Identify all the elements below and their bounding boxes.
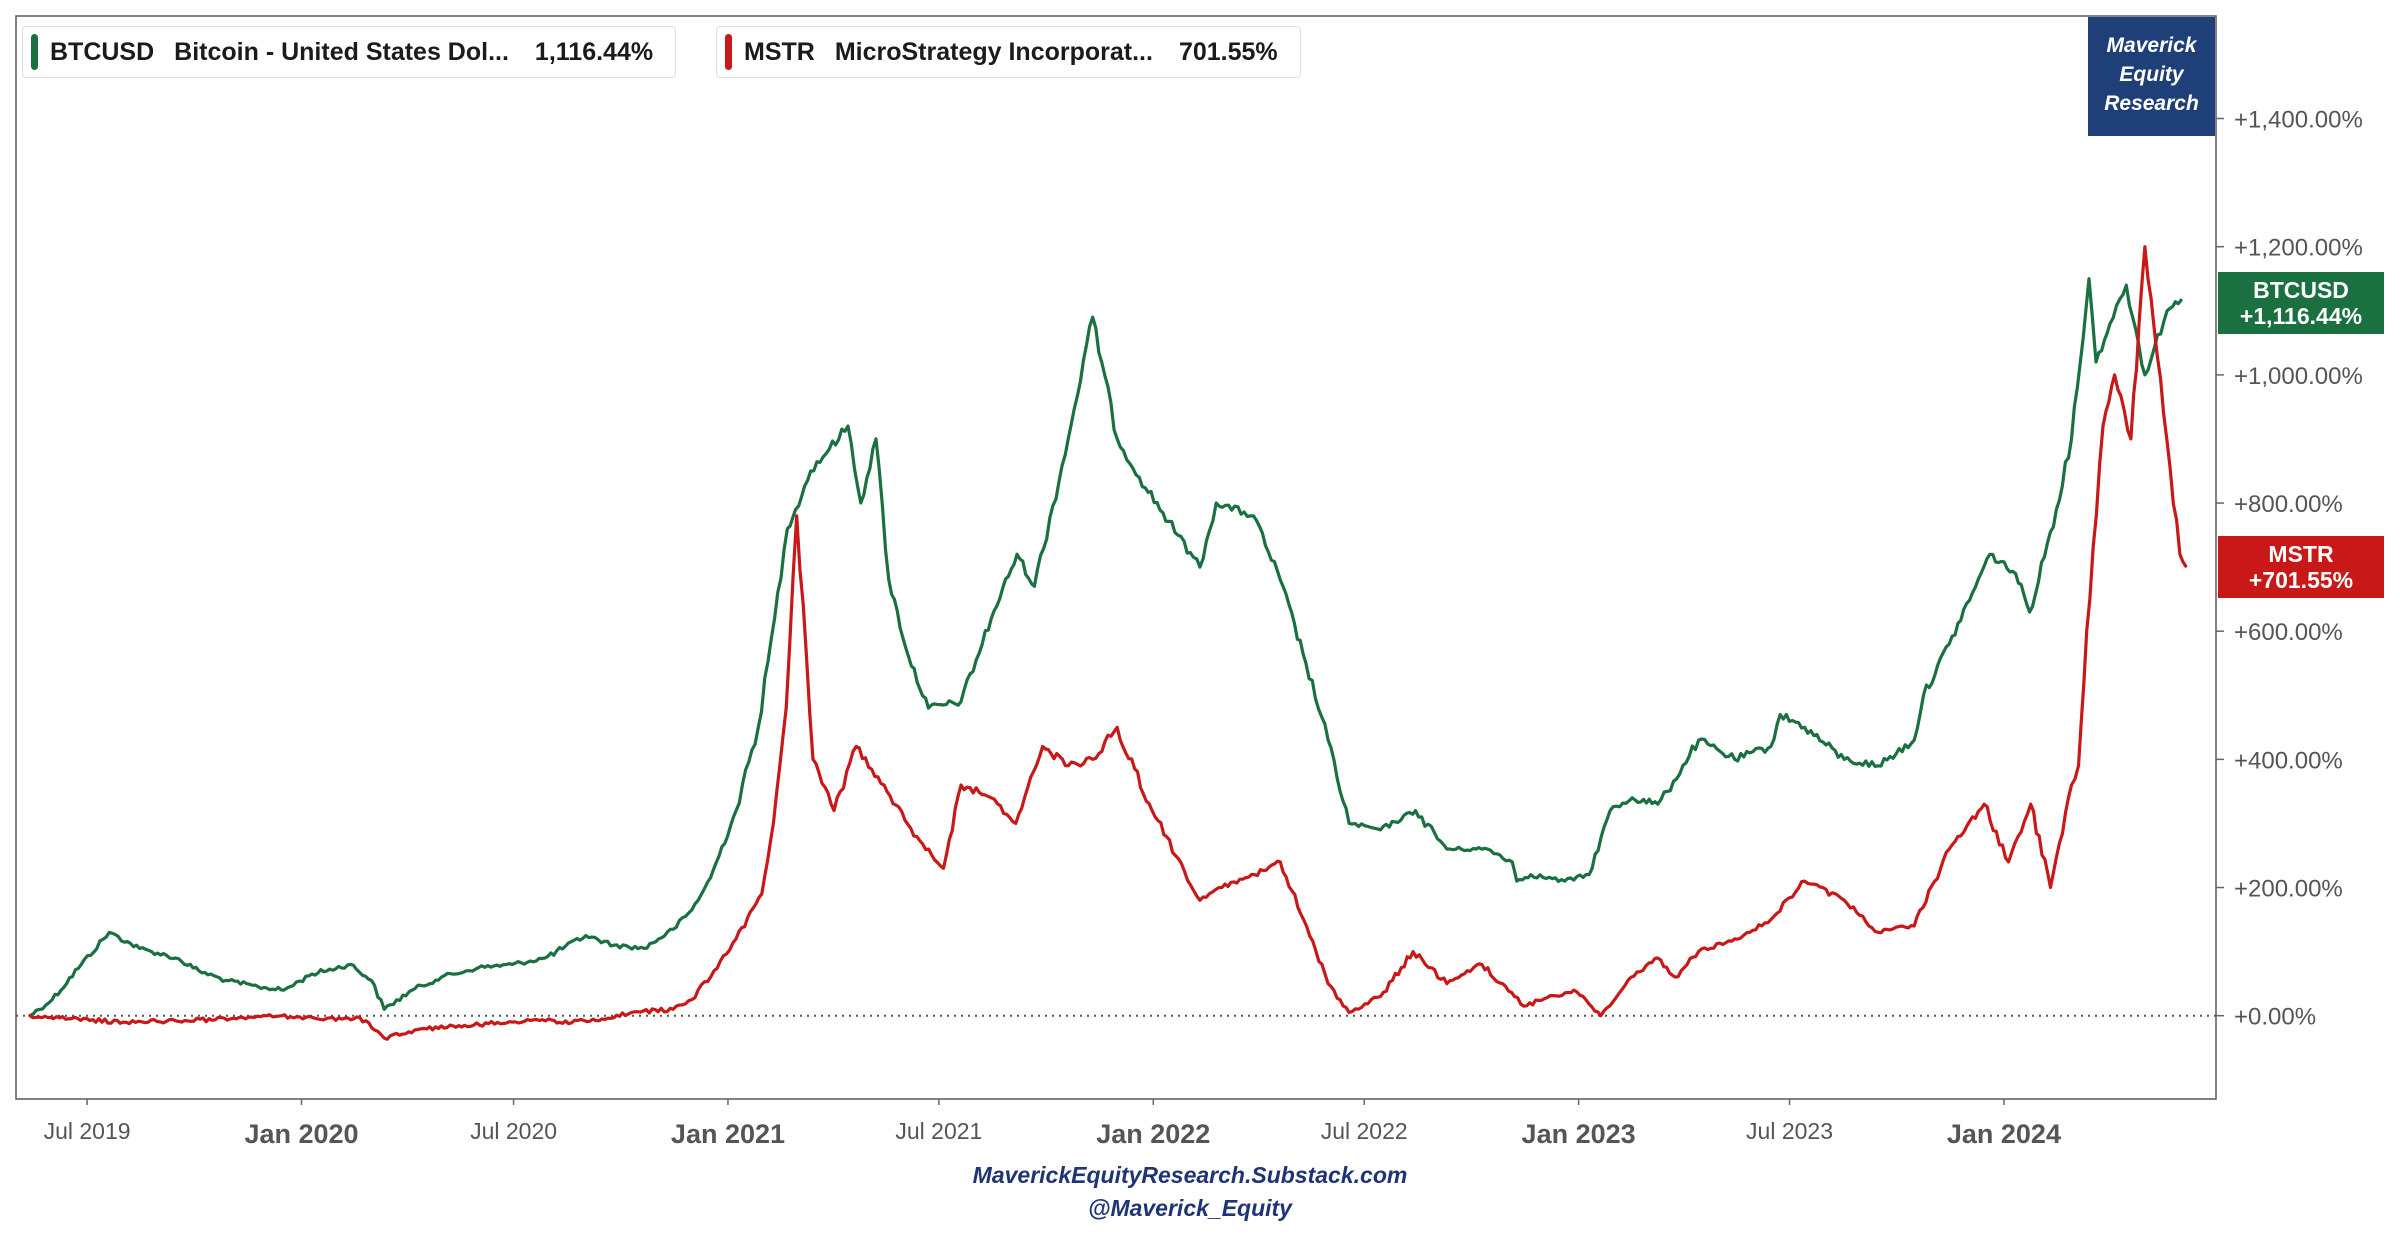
- end-label-symbol: BTCUSD: [2253, 277, 2349, 303]
- y-tick-label: +0.00%: [2234, 1004, 2316, 1031]
- legend-item-mstr[interactable]: MSTR MicroStrategy Incorporat... 701.55%: [716, 26, 1301, 78]
- series-layer: [28, 245, 2188, 1041]
- y-tick-label: +600.00%: [2234, 619, 2343, 646]
- legend-item-btcusd[interactable]: BTCUSD Bitcoin - United States Dol... 1,…: [22, 26, 677, 78]
- x-tick-label: Jan 2021: [671, 1119, 785, 1149]
- y-tick-label: +800.00%: [2234, 491, 2343, 518]
- btcusd-swatch: [31, 34, 38, 70]
- end-label-value: +701.55%: [2248, 567, 2354, 593]
- x-tick-label: Jul 2020: [470, 1118, 557, 1144]
- legend-value: 1,116.44%: [534, 37, 654, 66]
- logo-line: Equity: [2119, 63, 2184, 86]
- legend-description: Bitcoin - United States Dol...: [174, 37, 509, 66]
- x-tick-label: Jul 2021: [895, 1118, 982, 1144]
- x-tick-label: Jul 2023: [1746, 1118, 1833, 1144]
- y-tick-label: +1,000.00%: [2234, 363, 2363, 390]
- legend-description: MicroStrategy Incorporat...: [834, 37, 1153, 66]
- legend-symbol: BTCUSD: [50, 37, 155, 66]
- legend-value: 701.55%: [1178, 37, 1278, 66]
- end-label-value: +1,116.44%: [2239, 303, 2363, 329]
- x-tick-label: Jul 2022: [1321, 1118, 1408, 1144]
- x-tick-label: Jan 2023: [1522, 1119, 1636, 1149]
- logo-line: Research: [2104, 92, 2199, 115]
- y-tick-label: +200.00%: [2234, 876, 2343, 903]
- x-axis: Jul 2019 Jan 2020 Jul 2020 Jan 2021 Jul 2021…: [44, 1099, 2061, 1149]
- mstr-swatch: [725, 34, 732, 70]
- plot-frame: [15, 15, 2217, 1100]
- footer-handle: @Maverick_Equity: [1088, 1195, 1292, 1221]
- series-line-btcusd: [28, 277, 2183, 1018]
- footer-site: MaverickEquityResearch.Substack.com: [972, 1162, 1408, 1188]
- end-label-symbol: MSTR: [2268, 541, 2334, 567]
- legend-symbol: MSTR: [744, 37, 815, 66]
- y-tick-label: +1,200.00%: [2234, 235, 2363, 262]
- x-tick-label: Jan 2024: [1947, 1119, 2061, 1149]
- y-axis: +0.00% +200.00% +400.00% +600.00% +800.00% +1…: [2216, 107, 2363, 1031]
- maverick-logo: Maverick Equity Research: [2088, 17, 2215, 136]
- y-tick-label: +400.00%: [2234, 747, 2343, 774]
- logo-line: Maverick: [2106, 34, 2197, 57]
- mstr-end-label: MSTR +701.55%: [2218, 536, 2384, 598]
- x-tick-label: Jan 2020: [244, 1119, 358, 1149]
- btcusd-end-label: BTCUSD +1,116.44%: [2218, 272, 2384, 334]
- x-tick-label: Jul 2019: [44, 1118, 131, 1144]
- y-tick-label: +1,400.00%: [2234, 107, 2363, 134]
- x-tick-label: Jan 2022: [1096, 1119, 1210, 1149]
- series-line-mstr: [28, 245, 2188, 1041]
